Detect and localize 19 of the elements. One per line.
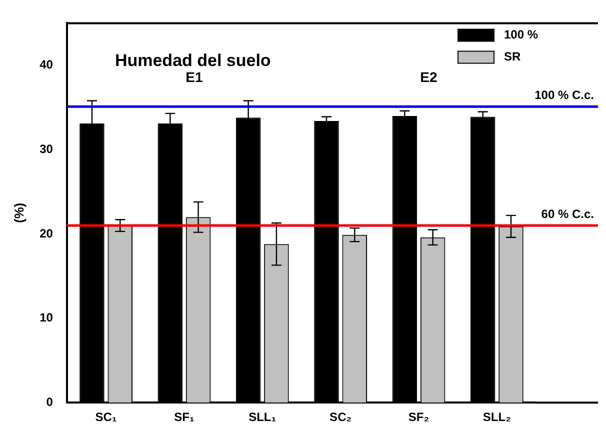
x-tick-label: SC₂ — [330, 410, 352, 424]
x-tick-label: SF₂ — [408, 410, 430, 424]
legend-label: 100 % — [504, 28, 538, 42]
ref-line-label: 100 % C.c. — [534, 88, 594, 102]
y-tick-label: 0 — [46, 394, 54, 409]
y-tick-label: 10 — [40, 310, 54, 325]
annotation: E2 — [420, 68, 438, 85]
x-tick-label: SLL₂ — [482, 410, 511, 424]
y-axis-title: (%) — [11, 202, 26, 224]
x-tick-label: SF₁ — [174, 410, 194, 424]
ref-line-label: 60 % C.c. — [541, 206, 594, 221]
y-tick-label: 20 — [40, 226, 54, 240]
x-tick-label: SLL₁ — [248, 410, 276, 424]
x-tick-label: SC₁ — [95, 410, 117, 424]
annotation: E1 — [186, 68, 203, 85]
y-tick-label: 30 — [40, 142, 54, 156]
legend-label: SR — [504, 50, 522, 64]
y-tick-label: 40 — [40, 58, 54, 72]
text: Humedad del suelo — [114, 50, 271, 70]
